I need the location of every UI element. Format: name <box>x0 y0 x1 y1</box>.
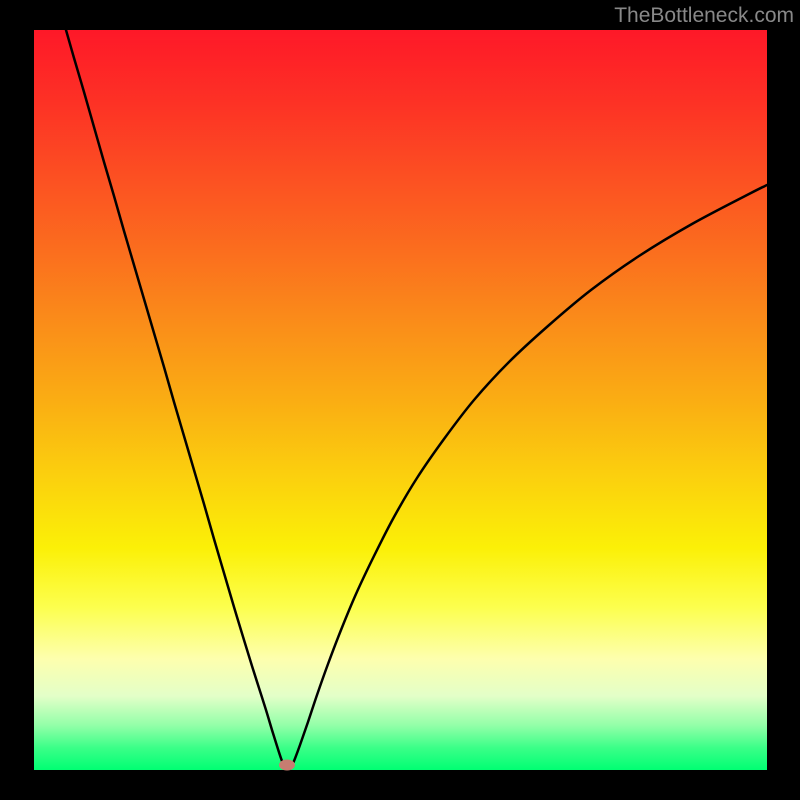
plot-area <box>34 30 767 770</box>
curve-svg <box>34 30 767 770</box>
v-curve-path <box>66 30 767 770</box>
minimum-marker <box>279 760 295 771</box>
watermark-text: TheBottleneck.com <box>614 4 794 28</box>
chart-container: TheBottleneck.com <box>0 0 800 800</box>
